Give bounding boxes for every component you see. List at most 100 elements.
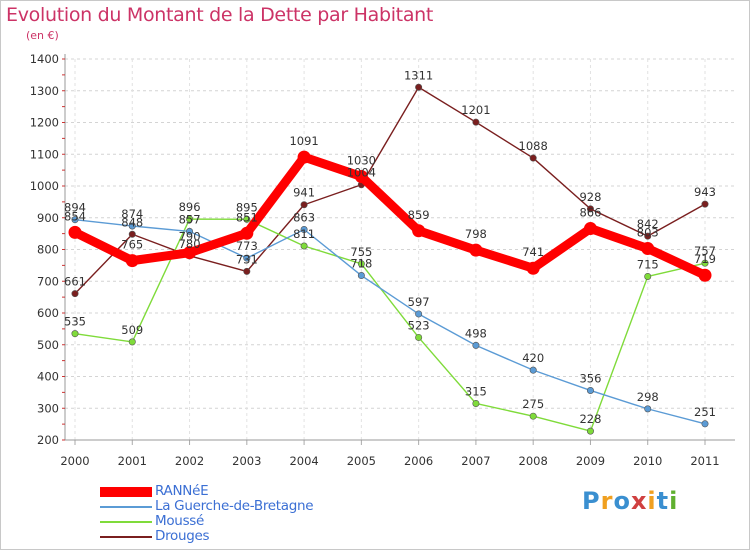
data-point <box>125 254 139 268</box>
data-point <box>357 260 365 268</box>
legend-label: La Guerche-de-Bretagne <box>155 498 314 514</box>
data-point <box>297 150 311 164</box>
data-label: 523 <box>408 318 430 332</box>
data-label: 874 <box>121 207 143 221</box>
y-tick-label: 200 <box>37 433 59 447</box>
data-point <box>472 399 480 407</box>
data-label: 661 <box>64 275 86 289</box>
legend-label: Moussé <box>155 513 205 529</box>
data-label: 757 <box>694 244 716 258</box>
data-point <box>128 230 136 238</box>
y-tick-label: 900 <box>37 211 59 225</box>
series-line-1 <box>74 218 706 425</box>
series-line-0 <box>70 152 710 280</box>
legend-label: RANNéE <box>155 483 209 499</box>
data-label: 498 <box>465 326 487 340</box>
data-label: 765 <box>121 238 143 252</box>
y-tick-label: 800 <box>37 243 59 257</box>
data-label: 859 <box>408 208 430 222</box>
x-tick-label: 2000 <box>60 454 89 468</box>
data-point <box>529 154 537 162</box>
grid-lines <box>65 58 735 441</box>
x-tick-label: 2008 <box>519 454 548 468</box>
x-tick-label: 2003 <box>232 454 261 468</box>
data-point <box>472 118 480 126</box>
data-label: 941 <box>293 186 315 200</box>
data-point <box>68 225 82 239</box>
legend-swatch <box>100 487 152 497</box>
data-point <box>71 216 79 224</box>
data-point <box>71 290 79 298</box>
data-point <box>300 242 308 250</box>
data-point <box>586 427 594 435</box>
logo-letter: r <box>600 487 614 515</box>
data-label: 741 <box>522 245 544 259</box>
x-tick-label: 2004 <box>289 454 318 468</box>
chart-title: Evolution du Montant de la Dette par Hab… <box>6 4 434 26</box>
data-point <box>412 224 426 238</box>
data-point <box>644 405 652 413</box>
legend-swatch <box>100 521 152 523</box>
data-label: 790 <box>179 230 201 244</box>
y-tick-label: 700 <box>37 274 59 288</box>
legend-label: Drouges <box>155 528 210 544</box>
data-label: 928 <box>579 190 601 204</box>
data-point <box>644 232 652 240</box>
data-label: 1004 <box>347 166 376 180</box>
data-label: 715 <box>637 257 659 271</box>
data-point <box>354 169 368 183</box>
logo-letter: t <box>656 487 670 515</box>
data-point <box>641 242 655 256</box>
x-tick-label: 2001 <box>118 454 147 468</box>
data-point <box>357 272 365 280</box>
data-point <box>415 333 423 341</box>
data-label: 866 <box>579 206 601 220</box>
data-label: 251 <box>694 405 716 419</box>
data-point <box>71 330 79 338</box>
data-point <box>586 386 594 394</box>
y-tick-label: 1200 <box>30 116 59 130</box>
data-label: 755 <box>350 245 372 259</box>
data-label: 1201 <box>461 103 490 117</box>
data-labels: 661 848 780 731 941 1004 1311 1201 1088 928 842 943… <box>64 68 716 426</box>
data-point <box>701 259 709 267</box>
data-label: 1088 <box>519 139 548 153</box>
data-point <box>300 225 308 233</box>
series-lines <box>68 83 712 435</box>
y-tick-label: 400 <box>37 370 59 384</box>
data-point <box>529 412 537 420</box>
data-label: 863 <box>293 210 315 224</box>
x-tick-label: 2010 <box>633 454 662 468</box>
data-label: 842 <box>637 217 659 231</box>
data-label: 773 <box>236 239 258 253</box>
logo-letter: x <box>630 487 648 515</box>
x-tick-label: 2006 <box>404 454 433 468</box>
data-point <box>469 243 483 257</box>
data-label: 1311 <box>404 68 433 82</box>
logo-letter: i <box>647 487 657 515</box>
data-point <box>529 366 537 374</box>
data-label: 1091 <box>289 134 318 148</box>
data-label: 597 <box>408 295 430 309</box>
x-tick-label: 2007 <box>461 454 490 468</box>
data-label: 894 <box>64 201 86 215</box>
data-label: 718 <box>350 257 372 271</box>
data-label: 780 <box>179 237 201 251</box>
y-tick-label: 1000 <box>30 179 59 193</box>
data-point <box>644 272 652 280</box>
data-label: 857 <box>179 212 201 226</box>
data-label: 731 <box>236 252 258 266</box>
data-point <box>472 341 480 349</box>
x-tick-label: 2002 <box>175 454 204 468</box>
data-label: 719 <box>694 252 716 266</box>
proxiti-logo: Proxiti <box>582 487 678 515</box>
data-label: 420 <box>522 351 544 365</box>
data-point <box>586 205 594 213</box>
data-point <box>415 310 423 318</box>
data-label: 854 <box>64 209 86 223</box>
data-label: 356 <box>579 371 601 385</box>
y-tick-label: 1300 <box>30 84 59 98</box>
data-label: 275 <box>522 397 544 411</box>
x-tick-label: 2005 <box>347 454 376 468</box>
